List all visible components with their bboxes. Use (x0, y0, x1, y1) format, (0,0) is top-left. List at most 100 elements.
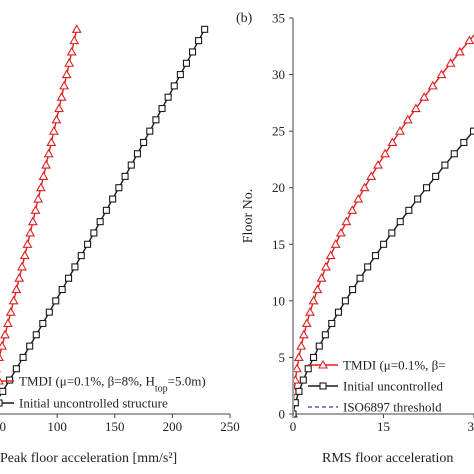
data-point (14, 273, 25, 282)
data-point (115, 184, 123, 192)
legend-entry-text: TMDI (μ=0.1%, β=8%, H (19, 374, 155, 389)
legend-marker (318, 359, 328, 369)
data-point (294, 352, 304, 361)
data-point (414, 195, 422, 203)
panel-a: 50 100 150 200 250 Peak floor acceleration [m… (0, 24, 240, 466)
data-point (349, 285, 357, 294)
y-tick-label: 30 (272, 67, 285, 82)
data-point (201, 25, 209, 33)
data-point (308, 295, 319, 305)
data-point (152, 116, 160, 124)
data-point (294, 374, 301, 384)
data-point (8, 295, 19, 305)
series-0 (294, 34, 474, 418)
legend-entry-text: Initial uncontrolled (343, 379, 444, 394)
data-point (359, 182, 370, 192)
x-axis-label: Peak floor acceleration [mm/s²] (0, 451, 177, 466)
y-tick-label: 20 (272, 180, 285, 195)
data-point (22, 239, 33, 248)
y-tick-label: 5 (279, 350, 286, 365)
data-point (45, 308, 53, 316)
data-point (71, 24, 82, 33)
data-point (176, 71, 184, 79)
series-1 (294, 127, 474, 418)
data-point (46, 137, 57, 147)
legend-entry: TMDI (μ=0.1%, β= (343, 358, 446, 373)
data-point (445, 58, 456, 67)
data-point (58, 285, 66, 294)
data-point (325, 250, 336, 260)
data-point (195, 37, 203, 45)
data-point (19, 250, 30, 260)
series-0 (0, 24, 82, 373)
data-point (102, 206, 110, 214)
data-point (5, 307, 16, 316)
data-point (71, 263, 79, 271)
data-point (380, 148, 391, 158)
x-tick-label: 100 (47, 419, 67, 434)
data-point (396, 218, 404, 226)
data-point (133, 150, 141, 158)
data-point (299, 376, 307, 384)
data-point (26, 342, 34, 350)
data-point (460, 138, 468, 147)
data-point (140, 138, 148, 147)
data-point (432, 172, 440, 180)
data-point (182, 59, 190, 67)
data-point (96, 218, 104, 226)
data-point (312, 284, 323, 294)
data-point (6, 376, 14, 384)
data-point (90, 229, 98, 237)
data-point (330, 239, 341, 248)
data-point (294, 410, 297, 418)
data-point (395, 126, 405, 135)
y-tick-label: 35 (272, 11, 285, 26)
data-point (51, 114, 62, 124)
data-point (294, 363, 302, 373)
data-point (65, 274, 73, 282)
data-point (27, 216, 38, 226)
data-point (56, 92, 67, 101)
data-point (294, 399, 299, 407)
data-point (43, 148, 54, 158)
data-point (19, 353, 27, 361)
data-point (66, 46, 77, 56)
data-point (0, 353, 5, 361)
data-point (341, 216, 352, 226)
data-point (0, 341, 8, 350)
y-tick-label: 0 (279, 407, 286, 422)
data-point (33, 193, 44, 203)
data-point (12, 365, 20, 373)
legend: TMDI (μ=0.1%, β= Initial uncontrolled ISO6… (308, 358, 446, 415)
data-point (419, 92, 430, 101)
legend-entry: Initial uncontrolled structure (19, 396, 168, 411)
data-point (347, 205, 358, 214)
data-point (2, 318, 13, 328)
data-point (454, 46, 465, 56)
data-point (304, 365, 312, 373)
legend-entry-text: Initial uncontrolled structure (19, 396, 168, 411)
data-point (298, 329, 309, 339)
series-line (294, 129, 474, 413)
legend-marker (0, 377, 4, 385)
data-point (321, 331, 329, 339)
x-tick-label: 30 (467, 419, 474, 434)
data-point (436, 69, 447, 79)
data-point (164, 93, 172, 101)
data-point (316, 273, 327, 282)
data-point (380, 240, 388, 248)
x-tick-label: 15 (377, 419, 390, 434)
data-point (11, 284, 22, 294)
data-point (387, 137, 398, 147)
data-point (450, 150, 458, 158)
data-point (25, 227, 36, 237)
data-point (54, 103, 64, 113)
data-point (38, 171, 49, 180)
legend-entry-text: ISO6897 threshold (343, 400, 442, 415)
y-tick-label: 25 (272, 124, 285, 139)
data-point (41, 159, 52, 169)
legend-entry-subscript: top (155, 383, 168, 394)
data-point (48, 126, 59, 135)
data-point (146, 127, 154, 135)
